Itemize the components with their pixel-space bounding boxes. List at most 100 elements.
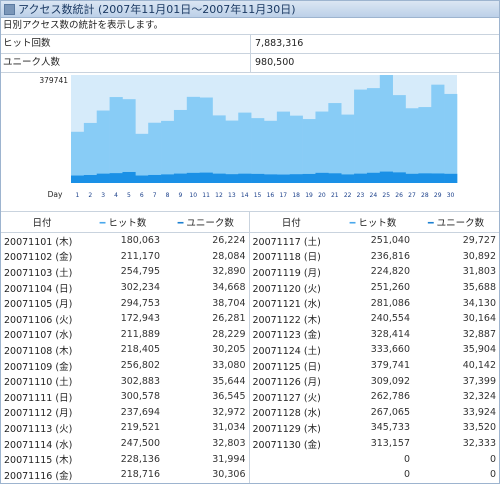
hit-bar — [264, 120, 278, 183]
hits-cell: 302,883 — [120, 375, 160, 387]
unique-cell: 0 — [489, 469, 496, 481]
hit-legend-icon: ━ — [99, 218, 109, 229]
hit-bar — [354, 89, 368, 183]
x-tick-label: 1 — [76, 192, 80, 199]
date-cell: 20071108 (木) — [4, 345, 73, 357]
hits-cell: 262,786 — [370, 391, 410, 403]
hits-cell: 294,753 — [120, 297, 160, 309]
hits-cell: 313,157 — [370, 438, 410, 450]
col-date: 日付 — [1, 212, 83, 233]
col-hits: ━ ヒット数 — [83, 212, 163, 233]
hit-bar — [212, 115, 226, 183]
col-hits-2: ━ ヒット数 — [333, 212, 413, 233]
hits-cell: 211,889 — [120, 328, 160, 340]
x-tick-label: 10 — [189, 192, 197, 199]
unique-cell: 38,704 — [212, 297, 246, 309]
hit-bar — [71, 131, 85, 183]
table-row: 20071111 (日) 300,578 36,545 20071127 (火) 262… — [1, 388, 499, 405]
table-header-row: 日付 ━ ヒット数 ━ ユニーク数 日付 ━ ヒット数 ━ ユニーク数 — [1, 212, 499, 233]
table-row: 20071103 (土) 254,795 32,890 20071119 (月) 224… — [1, 264, 499, 280]
date-cell: 20071125 (日) — [248, 357, 333, 374]
col-unique: ━ ユニーク数 — [163, 212, 249, 233]
unique-bar — [238, 173, 252, 183]
unique-bar — [148, 174, 162, 183]
summary-label: ユニーク人数 — [1, 54, 251, 72]
unique-legend-icon: ━ — [427, 218, 437, 229]
date-cell — [248, 451, 333, 467]
hit-bar — [83, 122, 98, 183]
unique-cell: 31,994 — [212, 453, 246, 465]
description: 日別アクセス数の統計を表示します。 — [1, 18, 499, 35]
date-cell: 20071122 (木) — [248, 310, 333, 327]
date-cell: 20071105 (月) — [4, 299, 73, 311]
chart-area: 379741 Day 1 2 3 4 5 6 7 8 9 10 11 12 13 14 15 16 17 18 19 20… — [1, 73, 499, 212]
unique-bar — [289, 174, 303, 183]
x-tick-label: 4 — [114, 192, 118, 199]
unique-bar — [302, 173, 316, 183]
x-tick-label: 19 — [305, 192, 313, 199]
x-axis-label: Day — [48, 190, 63, 199]
hits-cell: 180,063 — [120, 235, 160, 247]
date-cell: 20071120 (火) — [248, 279, 333, 296]
unique-cell: 30,306 — [212, 469, 246, 481]
unique-cell: 33,520 — [462, 422, 496, 434]
hit-bar — [366, 88, 381, 183]
summary-label: ヒット回数 — [1, 35, 251, 53]
unique-bar — [392, 172, 406, 183]
table-row: 20071106 (火) 172,943 26,281 20071122 (木) 240… — [1, 310, 499, 327]
table-row: 20071101 (木) 180,063 26,224 20071117 (土) 251… — [1, 232, 499, 249]
unique-cell: 32,324 — [462, 391, 496, 403]
hit-bar — [109, 97, 123, 183]
hits-cell: 267,065 — [370, 406, 410, 418]
hit-bar — [238, 112, 252, 183]
date-cell: 20071121 (水) — [248, 295, 333, 311]
hit-bar — [148, 122, 162, 183]
y-max-label: 379741 — [39, 76, 68, 85]
table-row: 20071115 (木) 228,136 31,994 0 0 — [1, 451, 499, 467]
x-tick-label: 27 — [408, 192, 416, 199]
unique-bar — [405, 173, 419, 183]
unique-cell: 31,034 — [212, 422, 246, 434]
summary-row-hits: ヒット回数 7,883,316 — [1, 35, 499, 54]
hits-cell: 172,943 — [120, 313, 160, 325]
x-tick-label: 6 — [140, 192, 144, 199]
hit-bar — [276, 111, 291, 183]
col-unique-2: ━ ユニーク数 — [413, 212, 499, 233]
unique-bar — [71, 175, 85, 183]
hits-cell: 224,820 — [370, 266, 410, 278]
hits-cell: 333,660 — [370, 344, 410, 356]
unique-cell: 30,205 — [212, 344, 246, 356]
date-cell: 20071127 (火) — [248, 388, 333, 405]
table-row: 20071108 (木) 218,405 30,205 20071124 (土) 333… — [1, 342, 499, 358]
hit-bar — [302, 119, 316, 183]
date-cell: 20071116 (金) — [4, 470, 73, 482]
unique-cell: 34,130 — [462, 297, 496, 309]
unique-bar — [212, 173, 226, 183]
unique-cell: 26,224 — [212, 235, 246, 247]
x-tick-label: 17 — [279, 192, 287, 199]
date-cell: 20071104 (日) — [4, 283, 73, 295]
x-tick-label: 8 — [166, 192, 170, 199]
table-row: 20071102 (金) 211,170 28,084 20071118 (日) 236… — [1, 248, 499, 265]
hit-bar — [161, 120, 175, 183]
unique-legend-icon: ━ — [177, 218, 187, 229]
hits-cell: 254,795 — [120, 266, 160, 278]
table-row: 20071113 (火) 219,521 31,034 20071129 (木) 345… — [1, 420, 499, 436]
unique-bar — [341, 174, 355, 183]
table-row: 20071116 (金) 218,716 30,306 0 0 — [1, 466, 499, 483]
unique-cell: 32,887 — [462, 328, 496, 340]
unique-cell: 28,084 — [212, 250, 246, 262]
hit-bar — [135, 133, 149, 183]
summary-value: 7,883,316 — [255, 38, 304, 49]
x-tick-label: 2 — [88, 192, 92, 199]
x-tick-label: 26 — [395, 192, 403, 199]
unique-bar — [431, 173, 445, 183]
unique-cell: 30,892 — [462, 250, 496, 262]
date-cell: 20071129 (木) — [248, 420, 333, 436]
table-row: 20071104 (日) 302,234 34,668 20071120 (火) 251… — [1, 279, 499, 296]
hits-cell: 309,092 — [370, 375, 410, 387]
hits-cell: 228,136 — [120, 453, 160, 465]
unique-bar — [328, 173, 342, 183]
hits-cell: 300,578 — [120, 391, 160, 403]
